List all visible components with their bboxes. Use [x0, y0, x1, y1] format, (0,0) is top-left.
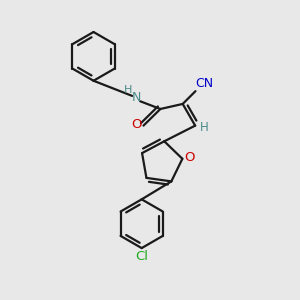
Text: O: O — [132, 118, 142, 130]
Text: N: N — [132, 91, 141, 104]
Text: Cl: Cl — [135, 250, 148, 263]
Text: O: O — [184, 151, 195, 164]
Text: CN: CN — [195, 76, 214, 90]
Text: H: H — [124, 85, 132, 95]
Text: H: H — [200, 121, 208, 134]
